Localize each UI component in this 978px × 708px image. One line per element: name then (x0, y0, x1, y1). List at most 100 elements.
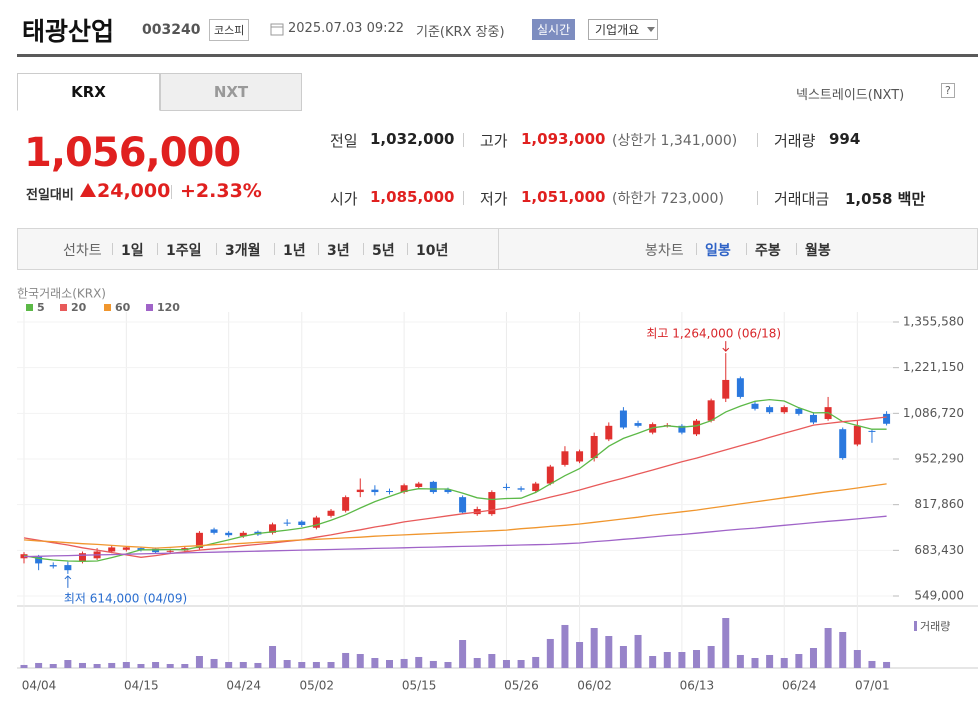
tab-baseline (301, 109, 978, 110)
candle-body (371, 489, 379, 493)
candle-body (166, 550, 174, 552)
y-tick-label: 549,000 (914, 589, 964, 603)
volume-bar (298, 662, 306, 668)
volume-bar (429, 660, 437, 668)
volume-bar (561, 624, 569, 668)
candle-body (137, 548, 145, 551)
period-option[interactable]: 1일 (121, 243, 144, 259)
separator (463, 133, 464, 147)
tab[interactable]: KRX (17, 73, 160, 111)
y-tick-label: 1,221,150 (903, 360, 964, 374)
volume-bar (605, 636, 613, 668)
candle-body (517, 488, 525, 490)
x-tick-label: 06/02 (577, 679, 612, 693)
quote-label: 전일 (330, 132, 358, 150)
candle-body (78, 553, 86, 562)
volume-bar (108, 662, 116, 668)
volume-bar (853, 650, 861, 668)
tab[interactable]: NXT (160, 73, 302, 111)
candle-option[interactable]: 일봉 (705, 243, 731, 259)
volume-bar (269, 646, 277, 668)
realtime-badge[interactable]: 실시간 (532, 19, 576, 40)
change-amount: 24,000 (97, 180, 171, 202)
volume-bar (736, 654, 744, 668)
candle-option[interactable]: 주봉 (755, 243, 781, 259)
volume-bar (312, 662, 320, 668)
volume-bar (400, 658, 408, 668)
separator (407, 243, 408, 255)
up-arrow (80, 183, 96, 197)
quote-value: 1,085,000 (370, 188, 455, 206)
quote-label: 고가 (480, 132, 508, 150)
header-rule (17, 54, 978, 57)
period-option[interactable]: 3년 (327, 243, 350, 259)
candle-body (444, 489, 452, 493)
volume-bar (371, 658, 379, 668)
volume-bar (415, 656, 423, 668)
company-info-button[interactable]: 기업개요 (588, 19, 659, 40)
period-option[interactable]: 5년 (372, 243, 395, 259)
separator (112, 243, 113, 255)
period-option[interactable]: 1년 (283, 243, 306, 259)
volume-bar (663, 652, 671, 668)
volume-bar (78, 662, 86, 668)
candle-body (152, 548, 160, 553)
candle-body (356, 489, 364, 493)
quote-label: 저가 (480, 190, 508, 208)
candle-body (883, 413, 891, 424)
candle-body (195, 532, 203, 549)
volume-bar (619, 646, 627, 668)
quote-label: 거래량 (774, 132, 816, 150)
candle-body (736, 378, 744, 397)
candle-body (809, 414, 817, 423)
candle-body (122, 547, 130, 550)
x-tick-label: 07/01 (855, 679, 890, 693)
period-option[interactable]: 3개월 (225, 243, 261, 259)
period-option[interactable]: 10년 (416, 243, 449, 259)
annotation-arrow (722, 341, 730, 352)
line-chart-label: 선차트 (63, 243, 102, 259)
candle-body (400, 485, 408, 493)
legend-swatch (104, 304, 111, 311)
volume-bar (634, 634, 642, 668)
separator (363, 243, 364, 255)
chart-source: 한국거래소(KRX) (17, 287, 106, 301)
candle-body (502, 486, 510, 488)
datetime: 2025.07.03 09:22 (288, 21, 405, 36)
separator (796, 243, 797, 255)
candle-body (693, 420, 701, 435)
annotation: 최고 1,264,000 (06/18) (646, 327, 781, 341)
y-tick-label: 1,086,720 (903, 406, 964, 420)
volume-bar (502, 660, 510, 668)
candle-body (108, 547, 116, 552)
candle-option[interactable]: 월봉 (805, 243, 831, 259)
market-badge: 코스피 (209, 19, 250, 41)
candle-body (766, 407, 774, 413)
help-icon[interactable]: ? (941, 83, 955, 98)
quote-label: 거래대금 (774, 190, 830, 208)
volume-bar (576, 642, 584, 668)
candle-body (49, 565, 57, 567)
candle-body (795, 408, 803, 414)
candle-body (239, 532, 247, 537)
period-option[interactable]: 1주일 (166, 243, 202, 259)
nxt-link[interactable]: 넥스트레이드(NXT) (796, 88, 905, 103)
quote-note: (상한가 1,341,000) (612, 133, 738, 149)
legend-label: 20 (71, 301, 87, 314)
candle-chart-label: 봉차트 (645, 243, 684, 259)
volume-bar (239, 662, 247, 668)
quote-label: 시가 (330, 190, 358, 208)
separator (696, 243, 697, 255)
candle-body (269, 524, 277, 533)
y-tick-label: 952,290 (914, 452, 964, 466)
volume-bar (210, 658, 218, 668)
candle-body (590, 435, 598, 459)
candle-body (576, 451, 584, 462)
candle-body (634, 423, 642, 426)
period-divider (498, 229, 499, 269)
volume-bar (590, 628, 598, 668)
y-tick-label: 817,860 (914, 497, 964, 511)
separator (274, 243, 275, 255)
ma-line (23, 515, 887, 558)
